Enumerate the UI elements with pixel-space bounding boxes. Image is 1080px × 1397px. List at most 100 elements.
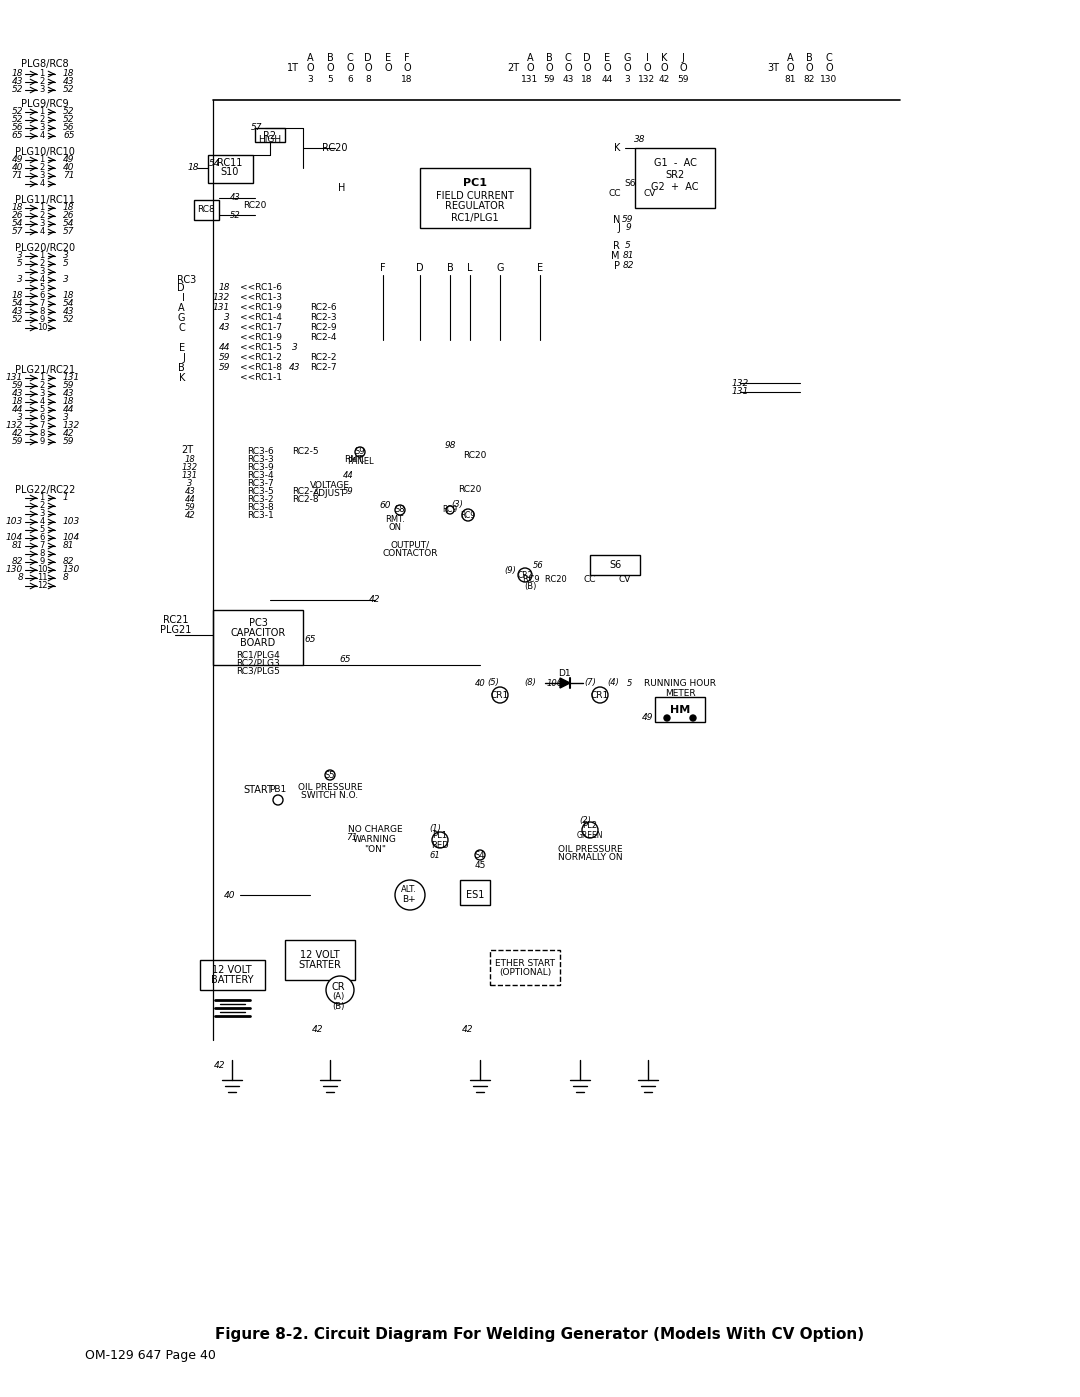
Text: A: A bbox=[178, 303, 185, 313]
Text: METER: METER bbox=[664, 689, 696, 697]
Text: 10: 10 bbox=[37, 566, 48, 574]
Text: 5: 5 bbox=[625, 242, 631, 250]
Circle shape bbox=[355, 447, 365, 457]
Bar bbox=[208, 155, 253, 183]
Text: RC2-5: RC2-5 bbox=[292, 447, 319, 457]
Text: N: N bbox=[612, 215, 620, 225]
Text: CC: CC bbox=[584, 576, 596, 584]
Text: 18: 18 bbox=[12, 70, 23, 78]
Text: <<RC1-2: <<RC1-2 bbox=[240, 353, 282, 362]
Circle shape bbox=[395, 504, 405, 515]
Text: 131: 131 bbox=[63, 373, 80, 383]
Text: O: O bbox=[644, 63, 651, 73]
Text: 1: 1 bbox=[39, 373, 44, 383]
Text: J: J bbox=[617, 224, 620, 233]
Text: 26: 26 bbox=[63, 211, 75, 221]
Text: RC2/PLG3: RC2/PLG3 bbox=[237, 658, 280, 668]
Text: 82: 82 bbox=[622, 261, 634, 271]
Circle shape bbox=[326, 977, 354, 1004]
Text: 43: 43 bbox=[63, 307, 75, 317]
Text: (4): (4) bbox=[607, 679, 619, 687]
Text: K: K bbox=[661, 53, 667, 63]
Text: PL1: PL1 bbox=[432, 831, 447, 841]
Text: K: K bbox=[178, 373, 185, 383]
Text: RC9  RC20: RC9 RC20 bbox=[523, 576, 567, 584]
Circle shape bbox=[492, 687, 508, 703]
Text: 49: 49 bbox=[12, 155, 23, 165]
Text: C: C bbox=[178, 323, 185, 332]
Text: ON: ON bbox=[389, 524, 402, 532]
Text: PLG9/RC9: PLG9/RC9 bbox=[22, 99, 69, 109]
Text: 52: 52 bbox=[63, 116, 75, 124]
Text: 1: 1 bbox=[39, 70, 44, 78]
Text: 9: 9 bbox=[39, 437, 44, 447]
Text: 2T: 2T bbox=[180, 446, 193, 455]
Bar bbox=[654, 697, 705, 722]
Text: CR2: CR2 bbox=[517, 570, 532, 580]
Text: 9: 9 bbox=[625, 224, 631, 232]
Text: O: O bbox=[806, 63, 813, 73]
Text: B: B bbox=[806, 53, 812, 63]
Text: 1: 1 bbox=[63, 493, 69, 503]
Text: 132: 132 bbox=[5, 422, 23, 430]
Text: PC3: PC3 bbox=[248, 617, 268, 629]
Text: E: E bbox=[537, 263, 543, 272]
Text: 61: 61 bbox=[430, 852, 441, 861]
Text: D: D bbox=[583, 53, 591, 63]
Text: 104: 104 bbox=[5, 534, 23, 542]
Text: 52: 52 bbox=[12, 108, 23, 116]
Text: CR1: CR1 bbox=[591, 690, 609, 700]
Text: S5: S5 bbox=[325, 771, 335, 780]
Text: 4: 4 bbox=[39, 131, 44, 141]
Text: 44: 44 bbox=[218, 344, 230, 352]
Text: RED: RED bbox=[431, 841, 449, 851]
Text: HIGH: HIGH bbox=[258, 136, 282, 144]
Text: 6: 6 bbox=[39, 534, 44, 542]
Text: 132: 132 bbox=[638, 75, 656, 84]
Text: RC2-2: RC2-2 bbox=[310, 353, 337, 362]
Text: 2: 2 bbox=[39, 211, 44, 221]
Text: B: B bbox=[178, 363, 185, 373]
Text: 3: 3 bbox=[624, 75, 630, 84]
Text: RC3: RC3 bbox=[177, 275, 195, 285]
Text: 18: 18 bbox=[63, 398, 75, 407]
Text: START: START bbox=[243, 785, 273, 795]
Text: 9: 9 bbox=[39, 316, 44, 324]
Text: 65: 65 bbox=[305, 636, 315, 644]
Text: 71: 71 bbox=[347, 834, 357, 842]
Text: P: P bbox=[615, 261, 620, 271]
Text: J: J bbox=[183, 353, 185, 363]
Text: BATTERY: BATTERY bbox=[211, 975, 253, 985]
Text: C: C bbox=[825, 53, 833, 63]
Text: 43: 43 bbox=[563, 75, 573, 84]
Text: 54: 54 bbox=[12, 299, 23, 309]
Text: 59: 59 bbox=[185, 503, 195, 513]
Text: RC1/PLG4: RC1/PLG4 bbox=[237, 651, 280, 659]
Text: 43: 43 bbox=[12, 77, 23, 87]
Text: RC3-1: RC3-1 bbox=[246, 511, 273, 521]
Text: RC11: RC11 bbox=[217, 158, 243, 168]
Text: 59: 59 bbox=[12, 381, 23, 391]
Text: 2: 2 bbox=[39, 163, 44, 172]
Text: 52: 52 bbox=[12, 316, 23, 324]
Text: 56: 56 bbox=[63, 123, 75, 133]
Bar bbox=[490, 950, 561, 985]
Text: 43: 43 bbox=[63, 77, 75, 87]
Text: 59: 59 bbox=[342, 488, 353, 496]
Text: 131: 131 bbox=[731, 387, 748, 397]
Text: 10: 10 bbox=[37, 324, 48, 332]
Text: 52: 52 bbox=[230, 211, 241, 219]
Text: CV: CV bbox=[619, 576, 631, 584]
Text: 5: 5 bbox=[39, 284, 44, 292]
Text: O: O bbox=[307, 63, 314, 73]
Text: 18: 18 bbox=[218, 284, 230, 292]
Circle shape bbox=[518, 569, 532, 583]
Text: 132: 132 bbox=[181, 464, 198, 472]
Text: O: O bbox=[545, 63, 553, 73]
Text: 11: 11 bbox=[37, 574, 48, 583]
Text: 6: 6 bbox=[39, 292, 44, 300]
Text: K: K bbox=[613, 142, 620, 154]
Text: 130: 130 bbox=[5, 566, 23, 574]
Text: 44: 44 bbox=[63, 405, 75, 415]
Text: RC20: RC20 bbox=[322, 142, 348, 154]
